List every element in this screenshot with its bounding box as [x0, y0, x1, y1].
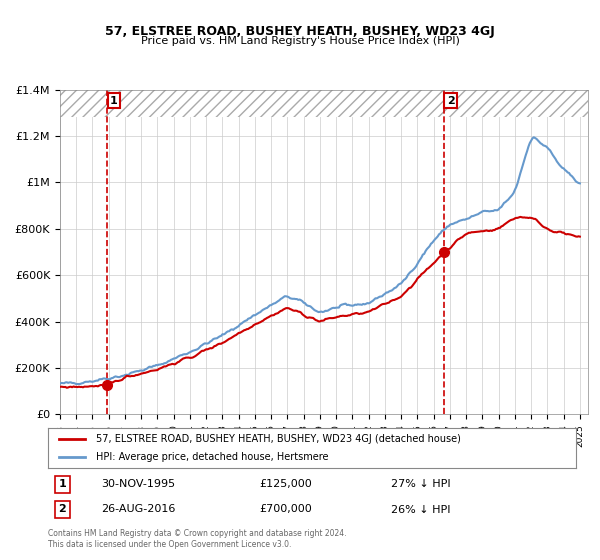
Text: 1: 1	[59, 479, 67, 489]
Text: HPI: Average price, detached house, Hertsmere: HPI: Average price, detached house, Hert…	[95, 451, 328, 461]
Text: 2: 2	[446, 96, 454, 105]
Text: 1: 1	[110, 96, 118, 105]
Text: £700,000: £700,000	[259, 505, 312, 515]
Text: 26% ↓ HPI: 26% ↓ HPI	[391, 505, 451, 515]
Text: 30-NOV-1995: 30-NOV-1995	[101, 479, 175, 489]
Text: 57, ELSTREE ROAD, BUSHEY HEATH, BUSHEY, WD23 4GJ: 57, ELSTREE ROAD, BUSHEY HEATH, BUSHEY, …	[105, 25, 495, 38]
Text: 57, ELSTREE ROAD, BUSHEY HEATH, BUSHEY, WD23 4GJ (detached house): 57, ELSTREE ROAD, BUSHEY HEATH, BUSHEY, …	[95, 435, 460, 445]
Text: Price paid vs. HM Land Registry's House Price Index (HPI): Price paid vs. HM Land Registry's House …	[140, 36, 460, 46]
Text: 27% ↓ HPI: 27% ↓ HPI	[391, 479, 451, 489]
Text: 26-AUG-2016: 26-AUG-2016	[101, 505, 175, 515]
Text: £125,000: £125,000	[259, 479, 312, 489]
Text: 2: 2	[59, 505, 67, 515]
Text: Contains HM Land Registry data © Crown copyright and database right 2024.
This d: Contains HM Land Registry data © Crown c…	[48, 529, 347, 549]
